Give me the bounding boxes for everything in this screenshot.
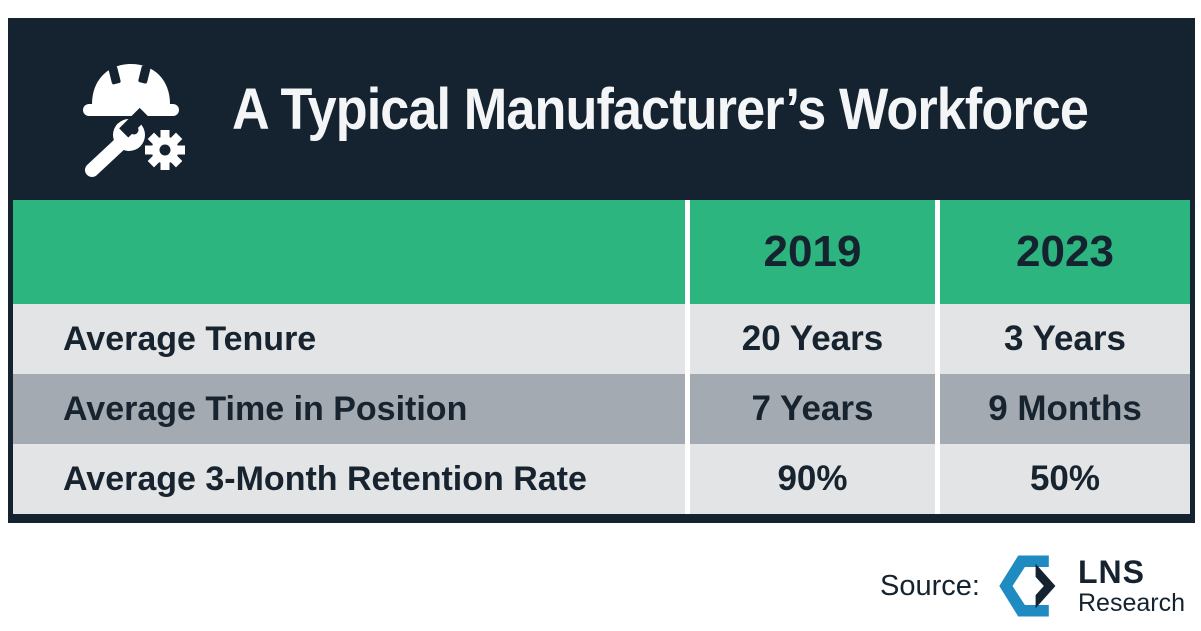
table-cell-metric: Average Tenure <box>13 304 685 374</box>
workforce-table: 2019 2023 Average Tenure 20 Years 3 Year… <box>13 200 1190 514</box>
hardhat-tools-icon <box>83 64 185 177</box>
column-header-2023: 2023 <box>940 200 1190 304</box>
workforce-table-frame: 2019 2023 Average Tenure 20 Years 3 Year… <box>8 200 1195 523</box>
table-cell-2023: 3 Years <box>940 304 1190 374</box>
lns-wordmark: LNS Research <box>1078 556 1185 616</box>
table-cell-2019: 7 Years <box>690 374 935 444</box>
column-header-empty <box>13 200 685 304</box>
lns-wordmark-bottom: Research <box>1078 589 1185 617</box>
table-cell-2019: 90% <box>690 444 935 514</box>
lns-wordmark-top: LNS <box>1078 554 1145 590</box>
page-title: A Typical Manufacturer’s Workforce <box>232 76 1089 142</box>
header-banner: A Typical Manufacturer’s Workforce <box>8 18 1195 200</box>
table-cell-2019: 20 Years <box>690 304 935 374</box>
infographic-card: A Typical Manufacturer’s Workforce 2019 … <box>8 18 1195 523</box>
lns-logo-icon <box>999 555 1056 617</box>
source-label: Source: <box>880 569 980 602</box>
column-header-2019: 2019 <box>690 200 935 304</box>
table-cell-metric: Average 3-Month Retention Rate <box>13 444 685 514</box>
table-cell-2023: 50% <box>940 444 1190 514</box>
table-cell-metric: Average Time in Position <box>13 374 685 444</box>
source-attribution: Source: LNS Research <box>880 550 1185 622</box>
table-cell-2023: 9 Months <box>940 374 1190 444</box>
